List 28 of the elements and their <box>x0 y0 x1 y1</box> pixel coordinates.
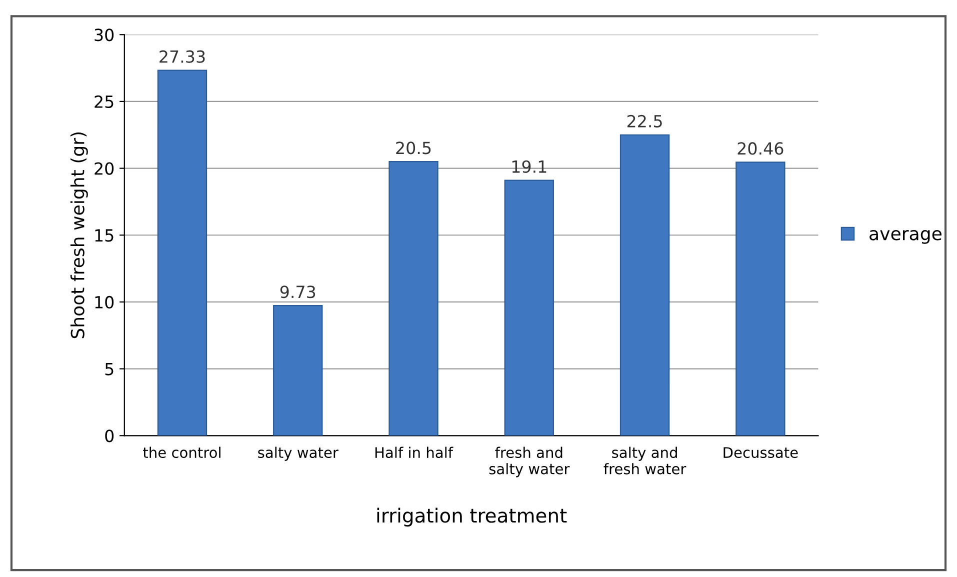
y-tick-label: 15 <box>95 229 114 242</box>
y-tick-label: 10 <box>95 296 114 309</box>
data-label: 20.5 <box>396 142 431 154</box>
x-tick-label: salty and fresh water <box>604 446 686 474</box>
legend-label: average <box>870 230 942 244</box>
y-tick-label: 30 <box>94 28 114 42</box>
bar <box>388 161 438 436</box>
bar <box>736 162 786 436</box>
data-label: 19.1 <box>512 160 546 173</box>
y-tick-label: 20 <box>94 162 114 175</box>
y-tick-label: 0 <box>105 430 114 442</box>
bar <box>620 134 670 436</box>
data-label: 27.33 <box>160 50 205 63</box>
x-tick-label: Decussate <box>724 447 798 458</box>
y-tick-label: 25 <box>94 95 114 108</box>
y-axis-title: Shoot fresh weight (gr) <box>70 132 88 338</box>
data-label: 22.5 <box>627 114 662 128</box>
bar <box>504 180 554 436</box>
x-tick-label: fresh and salty water <box>489 446 570 478</box>
data-label: 9.73 <box>280 286 316 298</box>
x-axis-title: irrigation treatment <box>377 508 567 527</box>
y-tick-label: 5 <box>105 362 114 376</box>
x-tick-label: Half in half <box>375 446 454 458</box>
data-label: 20.46 <box>738 142 784 155</box>
bar <box>273 305 323 436</box>
x-tick-label: salty water <box>258 446 338 461</box>
bar <box>157 70 208 436</box>
x-tick-label: the control <box>143 446 220 458</box>
